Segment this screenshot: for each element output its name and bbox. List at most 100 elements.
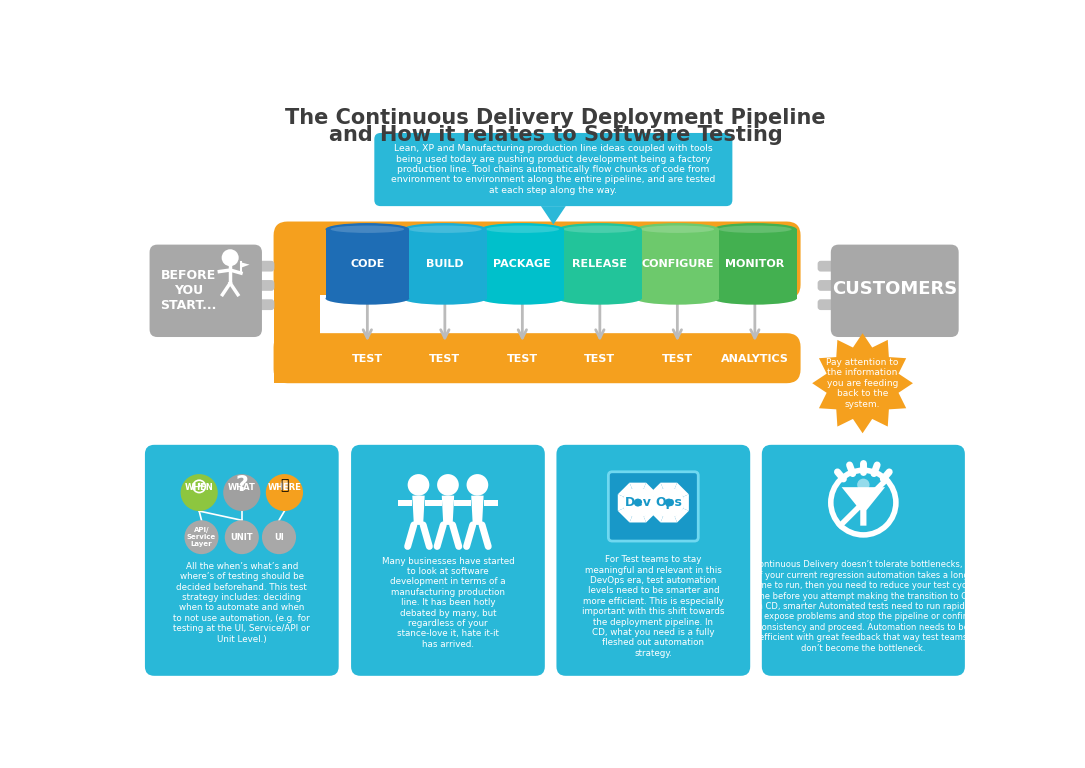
Bar xyxy=(457,500,471,506)
FancyBboxPatch shape xyxy=(332,344,403,373)
Text: UI: UI xyxy=(275,533,284,541)
Ellipse shape xyxy=(636,223,719,235)
Polygon shape xyxy=(617,482,631,497)
Polygon shape xyxy=(813,333,912,433)
Polygon shape xyxy=(661,517,677,522)
Polygon shape xyxy=(442,495,455,525)
Ellipse shape xyxy=(636,293,719,305)
Text: BEFORE
YOU
START...: BEFORE YOU START... xyxy=(161,270,217,313)
Text: CONFIGURE: CONFIGURE xyxy=(641,259,714,269)
Circle shape xyxy=(224,474,260,511)
FancyBboxPatch shape xyxy=(150,245,261,337)
Text: Pay attention to
the information
you are feeding
back to the
system.: Pay attention to the information you are… xyxy=(827,358,898,409)
Text: ?: ? xyxy=(235,475,248,495)
Bar xyxy=(713,229,796,299)
FancyBboxPatch shape xyxy=(256,280,275,291)
Ellipse shape xyxy=(326,223,409,235)
FancyBboxPatch shape xyxy=(352,445,545,676)
Text: Continuous Delivery doesn’t tolerate bottlenecks, so
if your current regression : Continuous Delivery doesn’t tolerate bot… xyxy=(751,561,975,653)
Circle shape xyxy=(663,497,674,508)
Polygon shape xyxy=(675,508,689,522)
Ellipse shape xyxy=(558,293,641,305)
Text: RELEASE: RELEASE xyxy=(573,259,627,269)
Text: TEST: TEST xyxy=(507,353,538,363)
Polygon shape xyxy=(241,263,250,268)
Text: WHEN: WHEN xyxy=(184,483,214,492)
Text: 📍: 📍 xyxy=(280,478,289,492)
Circle shape xyxy=(225,520,259,554)
FancyBboxPatch shape xyxy=(374,133,732,206)
Polygon shape xyxy=(629,517,647,522)
Text: The Continuous Delivery Deployment Pipeline: The Continuous Delivery Deployment Pipel… xyxy=(285,108,826,127)
Ellipse shape xyxy=(408,226,482,233)
Ellipse shape xyxy=(558,223,641,235)
FancyBboxPatch shape xyxy=(273,333,801,383)
FancyBboxPatch shape xyxy=(818,280,837,291)
Circle shape xyxy=(653,487,685,518)
FancyBboxPatch shape xyxy=(410,344,480,373)
Text: MONITOR: MONITOR xyxy=(725,259,784,269)
Text: WHERE: WHERE xyxy=(268,483,302,492)
Text: All the when’s what’s and
where’s of testing should be
decided beforehand. This : All the when’s what’s and where’s of tes… xyxy=(174,561,310,644)
Bar xyxy=(558,229,641,299)
Polygon shape xyxy=(649,508,663,522)
Polygon shape xyxy=(842,487,885,525)
FancyBboxPatch shape xyxy=(818,300,837,310)
Circle shape xyxy=(467,474,488,495)
Circle shape xyxy=(280,480,289,489)
Text: Dev: Dev xyxy=(624,496,651,509)
FancyBboxPatch shape xyxy=(256,261,275,272)
Circle shape xyxy=(857,478,869,491)
Polygon shape xyxy=(649,482,663,497)
Bar xyxy=(273,249,320,383)
Ellipse shape xyxy=(713,293,796,305)
Text: CUSTOMERS: CUSTOMERS xyxy=(832,280,958,298)
FancyBboxPatch shape xyxy=(818,261,837,272)
FancyBboxPatch shape xyxy=(557,445,750,676)
Text: TEST: TEST xyxy=(585,353,615,363)
Circle shape xyxy=(633,497,643,508)
Polygon shape xyxy=(541,206,565,224)
Text: TEST: TEST xyxy=(352,353,383,363)
Text: ANALYTICS: ANALYTICS xyxy=(720,353,789,363)
Text: TEST: TEST xyxy=(662,353,693,363)
Bar xyxy=(455,500,468,506)
FancyBboxPatch shape xyxy=(487,344,558,373)
FancyBboxPatch shape xyxy=(145,445,339,676)
Ellipse shape xyxy=(403,293,487,305)
Polygon shape xyxy=(684,495,689,511)
Polygon shape xyxy=(649,495,654,511)
Bar xyxy=(484,500,498,506)
Ellipse shape xyxy=(326,293,409,305)
Ellipse shape xyxy=(485,226,559,233)
Bar xyxy=(427,500,442,506)
Text: CODE: CODE xyxy=(350,259,384,269)
Circle shape xyxy=(180,474,218,511)
Ellipse shape xyxy=(640,226,714,233)
FancyBboxPatch shape xyxy=(831,245,959,337)
FancyBboxPatch shape xyxy=(256,300,275,310)
Polygon shape xyxy=(652,495,658,511)
Text: Many businesses have started
to look at software
development in terms of a
manuf: Many businesses have started to look at … xyxy=(382,557,514,649)
FancyBboxPatch shape xyxy=(642,344,712,373)
Polygon shape xyxy=(643,508,658,522)
Polygon shape xyxy=(471,495,484,525)
Ellipse shape xyxy=(713,223,796,235)
FancyBboxPatch shape xyxy=(762,445,965,676)
Polygon shape xyxy=(661,482,677,488)
Bar xyxy=(320,295,328,333)
FancyBboxPatch shape xyxy=(609,472,699,541)
FancyBboxPatch shape xyxy=(273,221,801,299)
Text: Ops: Ops xyxy=(655,496,682,509)
Ellipse shape xyxy=(331,226,405,233)
Bar xyxy=(398,500,412,506)
Circle shape xyxy=(408,474,430,495)
Text: TEST: TEST xyxy=(430,353,460,363)
Ellipse shape xyxy=(718,226,792,233)
Text: Lean, XP and Manufacturing production line ideas coupled with tools
being used t: Lean, XP and Manufacturing production li… xyxy=(392,144,715,195)
Ellipse shape xyxy=(563,226,637,233)
FancyBboxPatch shape xyxy=(565,344,635,373)
Polygon shape xyxy=(617,495,624,511)
Bar xyxy=(403,229,487,299)
Circle shape xyxy=(266,474,303,511)
